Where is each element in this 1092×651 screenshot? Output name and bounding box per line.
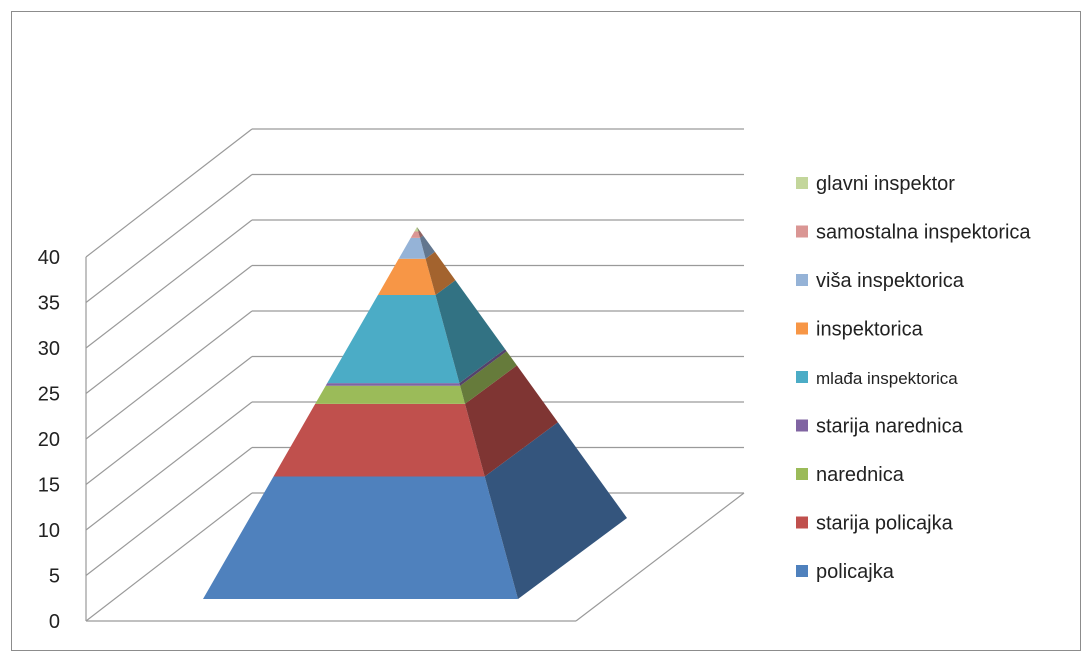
y-tick-label: 15 (38, 475, 60, 497)
legend-label: narednica (816, 464, 905, 486)
legend-item-mla-a-inspektorica: mlađa inspektorica (796, 369, 958, 388)
legend-item-policajka: policajka (796, 561, 895, 583)
legend-label: policajka (816, 561, 895, 583)
legend-label: starija policajka (816, 513, 954, 535)
legend: glavni inspektor samostalna inspektorica v… (796, 173, 1031, 583)
legend-item-starija-policajka: starija policajka (796, 513, 954, 535)
pyramid-front-segment-starija-narednica (326, 383, 460, 386)
legend-item-narednica: narednica (796, 464, 905, 486)
pyramid-front-segment-inspektorica (378, 259, 436, 295)
legend-swatch (796, 517, 808, 529)
y-tick-label: 20 (38, 429, 60, 451)
legend-item-vi-a-inspektorica: viša inspektorica (796, 270, 965, 292)
legend-swatch (796, 177, 808, 189)
pyramid-front-segment-starija-policajka (274, 404, 485, 477)
legend-swatch (796, 226, 808, 238)
legend-swatch (796, 565, 808, 577)
y-tick-label: 5 (49, 566, 60, 588)
pyramid-front-segment-narednica (315, 386, 465, 404)
y-axis-ticks: 0 5 10 15 20 25 30 35 40 (38, 247, 60, 633)
legend-item-inspektorica: inspektorica (796, 319, 924, 341)
legend-label: samostalna inspektorica (816, 222, 1031, 244)
legend-label: viša inspektorica (816, 270, 965, 292)
y-tick-label: 30 (38, 338, 60, 360)
legend-swatch (796, 468, 808, 480)
legend-item-samostalna-inspektorica: samostalna inspektorica (796, 222, 1031, 244)
y-tick-label: 35 (38, 293, 60, 315)
legend-label: glavni inspektor (816, 173, 955, 195)
legend-label: mlađa inspektorica (816, 369, 958, 388)
legend-label: starija narednica (816, 416, 964, 438)
legend-item-starija-narednica: starija narednica (796, 416, 964, 438)
y-tick-label: 10 (38, 520, 60, 542)
legend-swatch (796, 371, 808, 383)
legend-label: inspektorica (816, 319, 924, 341)
legend-swatch (796, 274, 808, 286)
legend-item-glavni-inspektor: glavni inspektor (796, 173, 955, 195)
y-tick-label: 0 (49, 611, 60, 633)
y-tick-label: 40 (38, 247, 60, 269)
legend-swatch (796, 420, 808, 432)
legend-swatch (796, 323, 808, 335)
y-tick-label: 25 (38, 384, 60, 406)
pyramid-body (203, 227, 627, 599)
